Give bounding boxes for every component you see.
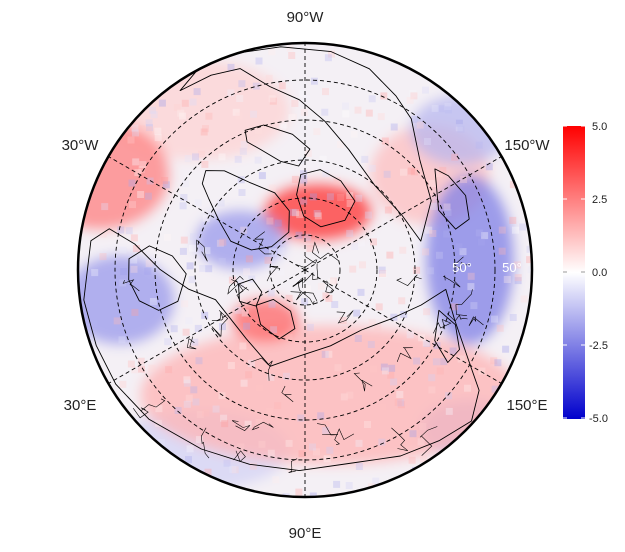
lat-label-inner: 50° xyxy=(452,260,472,275)
colorbar-tick-5: 5.0 xyxy=(592,121,607,133)
colorbar-tick-neg2p5: -2.5 xyxy=(589,340,608,352)
colorbar-tick-neg5: -5.0 xyxy=(589,413,608,425)
map-boundary xyxy=(76,41,534,499)
colorbar-tick-2p5: 2.5 xyxy=(592,194,607,206)
colorbar-tick-0: 0.0 xyxy=(592,267,607,279)
lon-label-90e: 90°E xyxy=(289,525,322,542)
lon-label-30w: 30°W xyxy=(62,137,100,154)
colorbar-gradient xyxy=(563,126,585,419)
colorbar-ticks xyxy=(563,125,585,419)
lon-label-30e: 30°E xyxy=(64,397,97,414)
colorbar: 5.0 2.5 0.0 -2.5 -5.0 xyxy=(563,121,608,425)
lat-label-outer: 50° xyxy=(502,260,522,275)
lon-label-150e: 150°E xyxy=(506,397,547,414)
graticule xyxy=(108,43,502,497)
lon-label-150w: 150°W xyxy=(504,137,550,154)
lon-label-90w: 90°W xyxy=(287,9,325,26)
